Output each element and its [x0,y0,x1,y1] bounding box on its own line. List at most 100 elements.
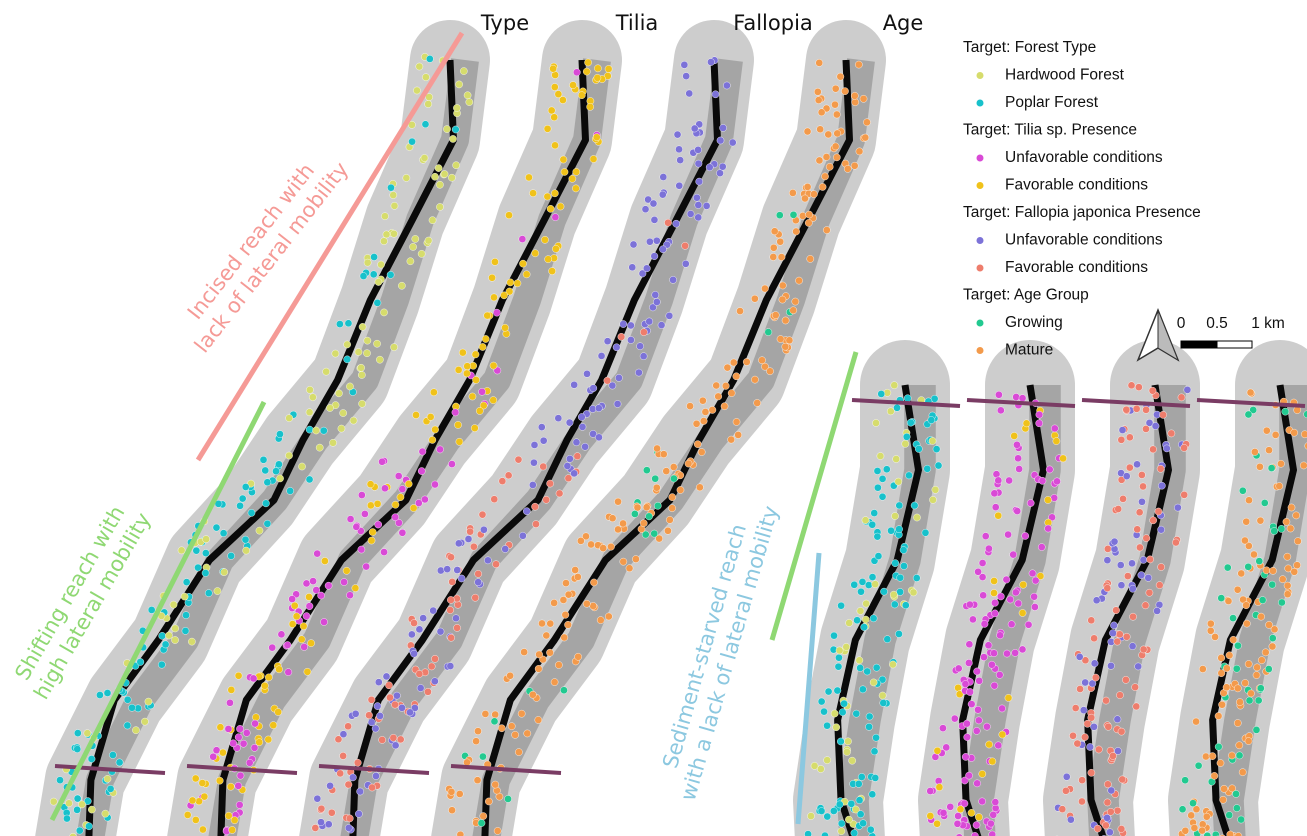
sample-point [422,73,430,81]
sample-point [1137,571,1146,579]
sample-point [990,681,999,690]
sample-point [801,194,809,203]
sample-point [480,525,488,534]
sample-point [926,787,935,795]
sample-point [716,136,725,145]
sample-point [789,189,797,197]
sample-point [807,812,815,820]
sample-point [268,643,276,652]
sample-point [1281,407,1290,416]
sample-point [723,81,731,90]
sample-point [707,58,715,66]
sample-point [1004,530,1012,539]
sample-point [463,91,472,100]
sample-point [950,714,959,723]
sample-point [241,483,250,491]
sample-point [978,559,987,567]
sample-point [305,602,314,610]
sample-point [329,439,337,447]
sample-point [426,55,434,63]
sample-point [555,489,564,498]
sample-point [974,567,982,576]
sample-point [1148,386,1157,395]
sample-point [893,404,901,412]
sample-point [1225,651,1234,660]
sample-point [833,110,841,119]
sample-point [519,259,527,268]
sample-point [869,614,878,623]
sample-point [491,780,500,789]
sample-point [987,819,995,828]
sample-point [412,411,420,419]
sample-point [305,408,314,417]
sample-point [378,457,386,466]
column-header: Fallopia [733,11,813,35]
sample-point [989,811,998,819]
sample-point [451,408,460,417]
sample-point [357,545,366,554]
sample-point [1255,557,1264,565]
section-line [851,398,961,408]
sample-point [421,495,429,504]
sample-point [1219,795,1227,804]
sample-point [1110,537,1119,546]
legend-swatch [976,319,984,327]
sample-point [351,710,360,718]
sample-point [344,780,353,789]
sample-point [868,790,877,799]
sample-point [831,84,840,93]
sample-point [1090,723,1098,731]
sample-point [865,723,873,731]
sample-point [505,287,514,296]
sample-point [965,771,973,780]
sample-point [219,529,228,537]
sample-point [1232,790,1240,798]
sample-point [892,455,900,463]
sample-point [843,165,852,173]
sample-point [592,133,601,142]
sample-point [454,366,463,374]
sample-point [727,435,735,444]
legend: Target: Forest Type Hardwood Forest Poplar… [963,39,1201,359]
sample-point [292,612,301,621]
sample-point [1261,648,1270,657]
sample-point [1256,463,1264,471]
sample-point [393,691,401,700]
sample-point [1083,719,1092,728]
sample-point [493,308,501,317]
sample-point [386,693,394,702]
sample-point [73,794,82,803]
sample-point [431,172,439,181]
sample-point [761,362,769,371]
sample-point [560,168,569,176]
sample-point [878,675,887,684]
legend-label: Unfavorable conditions [1005,232,1163,249]
sample-point [490,293,498,302]
sample-point [556,202,565,211]
sample-point [550,113,559,122]
sample-point [529,189,537,198]
sample-point [914,445,923,453]
sample-point [662,467,671,475]
sample-point [239,739,248,748]
sample-point [326,781,334,790]
sample-point [182,578,191,586]
sample-point [564,621,572,629]
sample-point [212,523,221,532]
sample-point [236,725,244,733]
sample-point [761,284,769,293]
sample-point [1244,410,1253,419]
sample-point [810,762,819,770]
sample-point [303,667,312,676]
sample-point [890,600,899,609]
sample-point [1301,430,1307,439]
sample-point [594,64,602,73]
sample-point [792,227,800,236]
sample-point [871,774,880,782]
sample-point [504,795,512,803]
sample-point [216,723,225,732]
sample-point [991,798,1000,806]
sample-point [317,591,325,600]
sample-point [361,510,369,518]
sample-point [501,323,509,332]
